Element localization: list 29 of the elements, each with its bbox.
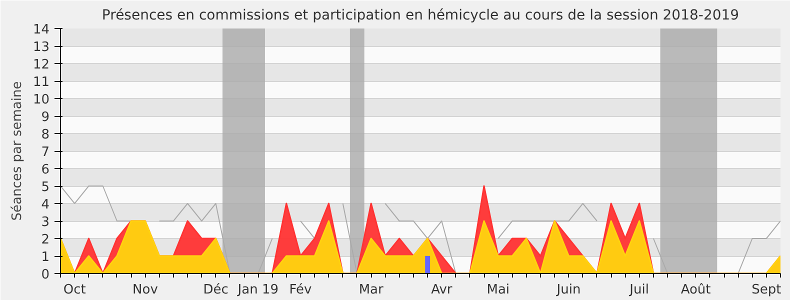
x-tick-label: Sept: [752, 282, 782, 298]
y-tick-label: 3: [41, 215, 50, 230]
y-tick-label: 7: [41, 145, 50, 160]
x-tick-label: Nov: [132, 282, 158, 298]
x-tick-label: Juin: [556, 282, 581, 298]
x-tick-label: Mai: [486, 282, 510, 298]
y-tick-label: 8: [41, 128, 50, 142]
y-tick-label: 4: [41, 198, 50, 212]
y-axis-title: Séances par semaine: [10, 81, 25, 221]
x-tick-label: Juil: [628, 282, 649, 298]
x-tick-label: Août: [680, 282, 711, 298]
y-tick-label: 0: [41, 268, 50, 282]
x-tick-label: Oct: [63, 282, 86, 298]
y-tick-label: 11: [32, 75, 50, 90]
y-tick-label: 10: [32, 92, 50, 108]
y-tick-label: 5: [41, 180, 50, 195]
x-tick-label: Jan 19: [236, 282, 279, 298]
y-tick-label: 14: [32, 22, 50, 38]
x-tick-label: Mar: [358, 282, 384, 298]
chart-title: Présences en commissions et participation en hémicycle au cours de la session 2018-2019: [102, 8, 740, 24]
y-tick-label: 6: [41, 162, 50, 178]
y-tick-label: 12: [32, 58, 50, 72]
x-tick-label: Fév: [289, 282, 312, 298]
x-tick-label: Déc: [203, 282, 228, 298]
y-tick-label: 9: [41, 110, 50, 125]
y-tick-label: 1: [41, 250, 50, 265]
x-tick-label: Avr: [431, 282, 453, 298]
y-tick-label: 2: [41, 232, 50, 248]
y-tick-label: 13: [32, 40, 50, 55]
